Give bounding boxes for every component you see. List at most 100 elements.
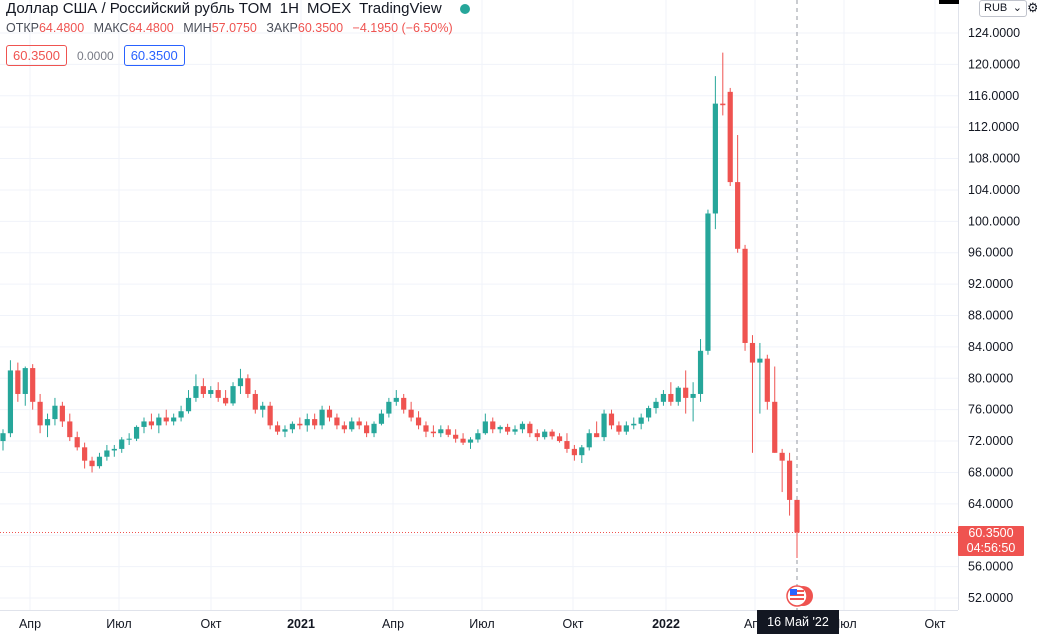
candle-body — [178, 411, 184, 418]
price-tick-label: 64.0000 — [968, 497, 1013, 511]
candle-body — [171, 417, 177, 422]
candle-body — [475, 433, 481, 440]
candle — [171, 413, 177, 426]
candle-body — [608, 413, 615, 426]
interval-label[interactable]: 1Н — [279, 0, 299, 17]
candles — [0, 52, 800, 558]
candle — [697, 339, 704, 402]
candle — [460, 433, 466, 445]
candle — [74, 431, 80, 451]
candle-body — [653, 401, 659, 409]
candle — [742, 244, 748, 351]
candle — [59, 401, 65, 427]
candle-body — [89, 460, 95, 467]
candle — [571, 444, 577, 461]
buy-price-button[interactable]: 60.3500 — [123, 45, 185, 66]
settings-icon[interactable]: ⚙ — [1027, 0, 1037, 15]
price-tick-label: 84.0000 — [968, 340, 1013, 354]
candle — [237, 368, 244, 394]
time-tick-label: Окт — [924, 617, 945, 631]
price-axis[interactable]: 52.000056.000060.000064.000068.000072.00… — [968, 26, 1020, 605]
ohlc-values: ОТКР64.4800 МАКС64.4800 МИН57.0750 ЗАКР6… — [6, 21, 470, 35]
candle — [119, 437, 125, 453]
candle-body — [571, 448, 577, 456]
candle-body — [556, 436, 563, 442]
candle — [89, 456, 95, 473]
candle-body — [482, 421, 488, 434]
candle — [438, 425, 444, 438]
open-label: ОТКР — [6, 21, 39, 35]
candle — [675, 386, 681, 406]
candle — [705, 209, 711, 355]
candle — [423, 421, 429, 438]
candle — [319, 405, 325, 430]
currency-select[interactable]: RUB ⌄ — [979, 0, 1027, 17]
candle — [267, 401, 273, 430]
candle-body — [133, 426, 140, 439]
candle-body — [245, 378, 251, 394]
candle-body — [690, 393, 696, 398]
candle — [720, 52, 726, 116]
candle — [786, 452, 793, 516]
time-tick-label: Июл — [106, 617, 131, 631]
candle-body — [460, 438, 466, 443]
candle-body — [675, 387, 681, 402]
candle-body — [631, 423, 637, 426]
candle-body — [401, 397, 407, 410]
candle — [683, 370, 689, 414]
candle-body — [304, 419, 310, 426]
candle — [467, 437, 474, 449]
candle-body — [705, 213, 711, 351]
candle-body — [779, 452, 785, 461]
price-tick-label: 56.0000 — [968, 560, 1013, 574]
candle — [534, 429, 540, 442]
candle — [490, 417, 496, 434]
candle-body — [757, 358, 763, 363]
candle-body — [438, 429, 444, 434]
candle — [690, 382, 696, 422]
candle-body — [319, 409, 325, 426]
candle — [223, 390, 229, 406]
candle — [556, 433, 563, 443]
price-tick-label: 120.0000 — [968, 57, 1020, 71]
candle-body — [786, 460, 793, 500]
last-price-label: 60.3500 04:56:50 — [958, 526, 1024, 556]
candle-body — [408, 409, 414, 418]
candle — [579, 444, 585, 464]
candle — [30, 364, 36, 410]
symbol-title[interactable]: Доллар США / Российский рубль TOM — [6, 0, 272, 17]
candle-body — [423, 425, 429, 432]
candle-body — [349, 421, 355, 430]
candle-body — [594, 433, 600, 438]
candle-body — [326, 409, 333, 418]
candle-body — [772, 401, 778, 453]
time-tick-label: 2022 — [652, 617, 680, 631]
candle — [482, 413, 488, 435]
candle — [44, 413, 51, 438]
candle — [22, 366, 28, 406]
us-flag-event-icon[interactable] — [786, 585, 813, 607]
price-tick-label: 52.0000 — [968, 591, 1013, 605]
candle — [82, 442, 88, 469]
candle — [289, 421, 295, 434]
candle-body — [623, 425, 629, 432]
candle-body — [645, 408, 652, 418]
candle — [96, 452, 103, 469]
candle-body — [794, 499, 800, 533]
candle-body — [44, 419, 51, 426]
candle — [779, 448, 785, 493]
price-tick-label: 112.0000 — [968, 120, 1019, 134]
sell-price-button[interactable]: 60.3500 — [6, 45, 67, 66]
candle-body — [415, 417, 422, 426]
candle — [215, 382, 221, 402]
candle-body — [445, 429, 451, 435]
last-price-value: 60.3500 — [968, 526, 1014, 540]
candle — [631, 417, 637, 430]
candle-body — [542, 431, 548, 438]
candle — [364, 421, 370, 438]
candle-body — [430, 431, 436, 434]
candle-body — [534, 433, 540, 438]
candle — [594, 421, 600, 438]
candle-body — [0, 433, 6, 442]
